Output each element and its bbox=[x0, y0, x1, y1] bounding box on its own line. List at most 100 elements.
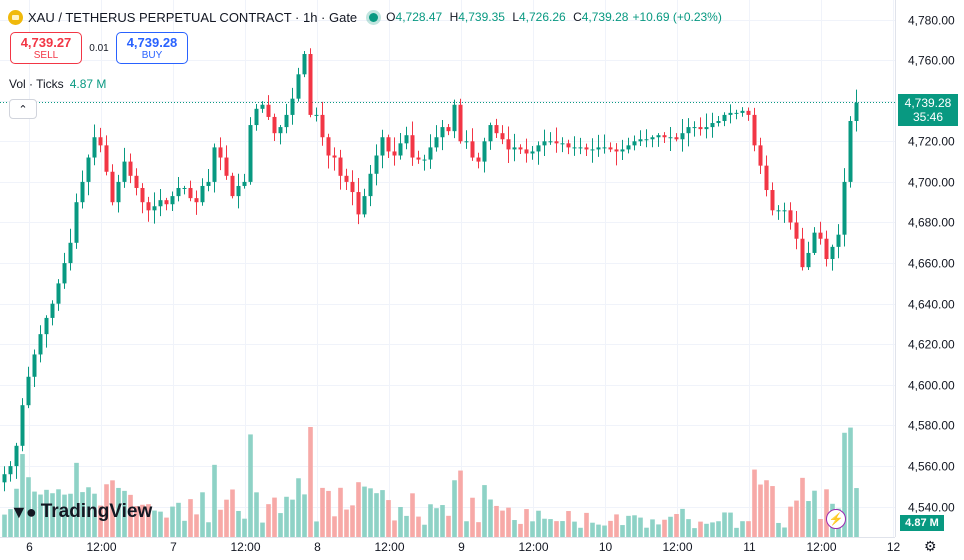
volume-bar bbox=[716, 521, 721, 537]
candle-body bbox=[752, 114, 757, 146]
candle-body bbox=[494, 125, 499, 134]
candle-body bbox=[110, 171, 115, 203]
volume-bar bbox=[644, 527, 649, 537]
volume-bar bbox=[776, 522, 781, 537]
volume-bar bbox=[272, 497, 277, 537]
price-tick-label: 4,640.00 bbox=[908, 298, 955, 312]
candle-body bbox=[734, 112, 739, 114]
volume-bar bbox=[68, 493, 73, 537]
volume-bar bbox=[332, 516, 337, 537]
candle-body bbox=[452, 104, 457, 132]
last-price-label: 4,739.28 35:46 bbox=[898, 94, 958, 126]
volume-bar bbox=[110, 480, 115, 537]
volume-bar bbox=[548, 519, 553, 537]
candle-body bbox=[638, 139, 643, 142]
candle-body bbox=[398, 143, 403, 156]
volume-bar bbox=[602, 525, 607, 537]
candle-body bbox=[812, 232, 817, 253]
sell-button[interactable]: 4,739.27 SELL bbox=[10, 32, 82, 64]
volume-bar bbox=[506, 507, 511, 537]
candle-body bbox=[152, 206, 157, 211]
volume-legend[interactable]: Vol · Ticks 4.87 M bbox=[9, 77, 106, 91]
candle-body bbox=[836, 234, 841, 247]
volume-bar bbox=[566, 511, 571, 537]
buy-button[interactable]: 4,739.28 BUY bbox=[116, 32, 188, 64]
volume-bar bbox=[128, 494, 133, 537]
volume-bar bbox=[632, 515, 637, 537]
volume-bar bbox=[722, 512, 727, 537]
candle-body bbox=[422, 159, 427, 161]
candle-body bbox=[68, 242, 73, 264]
candle-body bbox=[92, 137, 97, 158]
volume-bar bbox=[752, 469, 757, 537]
volume-bar bbox=[356, 482, 361, 537]
candle-body bbox=[674, 137, 679, 140]
collapse-button[interactable]: ⌃ bbox=[9, 99, 37, 119]
volume-bar bbox=[440, 505, 445, 537]
high-label: H bbox=[449, 10, 459, 24]
open-label: O bbox=[386, 10, 396, 24]
price-tick-label: 4,700.00 bbox=[908, 176, 955, 190]
volume-bar bbox=[218, 509, 223, 537]
volume-bar bbox=[320, 487, 325, 537]
volume-bar bbox=[680, 508, 685, 537]
volume-bar bbox=[86, 487, 91, 537]
price-tick-label: 4,780.00 bbox=[908, 14, 955, 28]
volume-bar bbox=[422, 524, 427, 537]
candle-body bbox=[98, 137, 103, 146]
volume-bar bbox=[398, 506, 403, 537]
time-tick-label: 12 bbox=[887, 540, 901, 554]
volume-bar bbox=[638, 517, 643, 537]
volume-bar bbox=[290, 499, 295, 537]
ohlc-values: O4,728.47 H4,739.35 L4,726.26 C4,739.28 bbox=[386, 10, 632, 24]
candle-body bbox=[56, 283, 61, 304]
candle-body bbox=[218, 147, 223, 158]
candle-body bbox=[656, 135, 661, 138]
volume-bar bbox=[854, 488, 859, 537]
tradingview-logo[interactable]: ▼● TradingView bbox=[10, 501, 152, 523]
volume-bar bbox=[554, 521, 559, 537]
candle-body bbox=[314, 114, 319, 116]
volume-bar bbox=[50, 493, 55, 537]
candle-body bbox=[146, 202, 151, 211]
candle-body bbox=[188, 187, 193, 199]
lightning-icon[interactable]: ⚡ bbox=[826, 509, 846, 529]
time-tick-label: 12:00 bbox=[86, 540, 116, 554]
candle-body bbox=[464, 141, 469, 143]
volume-bar bbox=[62, 494, 67, 537]
time-tick-label: 9 bbox=[458, 540, 465, 554]
candle-body bbox=[350, 181, 355, 193]
open-value: 4,728.47 bbox=[395, 10, 443, 24]
time-tick-label: 12:00 bbox=[230, 540, 260, 554]
volume-bar bbox=[584, 512, 589, 537]
candle-body bbox=[194, 198, 199, 203]
volume-bar bbox=[392, 520, 397, 537]
candle-body bbox=[680, 133, 685, 140]
volume-bar bbox=[560, 521, 565, 537]
volume-bar bbox=[806, 501, 811, 537]
candle-body bbox=[86, 157, 91, 182]
volume-bar bbox=[482, 485, 487, 537]
buy-label: BUY bbox=[141, 49, 163, 61]
symbol-title[interactable]: XAU / TETHERUS PERPETUAL CONTRACT · 1h ·… bbox=[28, 9, 358, 25]
gear-icon[interactable]: ⚙ bbox=[924, 538, 937, 554]
price-tick-label: 4,560.00 bbox=[908, 460, 955, 474]
volume-bar bbox=[386, 500, 391, 537]
candle-body bbox=[392, 151, 397, 156]
price-tick-label: 4,760.00 bbox=[908, 54, 955, 68]
volume-bar bbox=[302, 494, 307, 537]
volume-bar bbox=[38, 494, 43, 537]
candle-body bbox=[548, 141, 553, 143]
price-tick-label: 4,580.00 bbox=[908, 419, 955, 433]
candle-body bbox=[230, 175, 235, 197]
symbol-header: XAU / TETHERUS PERPETUAL CONTRACT · 1h ·… bbox=[8, 6, 722, 28]
price-tick-label: 4,720.00 bbox=[908, 135, 955, 149]
candle-body bbox=[758, 145, 763, 166]
gold-coin-icon bbox=[8, 9, 23, 25]
candle-body bbox=[20, 405, 25, 446]
candlesticks bbox=[2, 48, 859, 492]
volume-bar bbox=[620, 525, 625, 537]
volume-bar bbox=[254, 492, 259, 537]
candle-body bbox=[776, 210, 781, 212]
